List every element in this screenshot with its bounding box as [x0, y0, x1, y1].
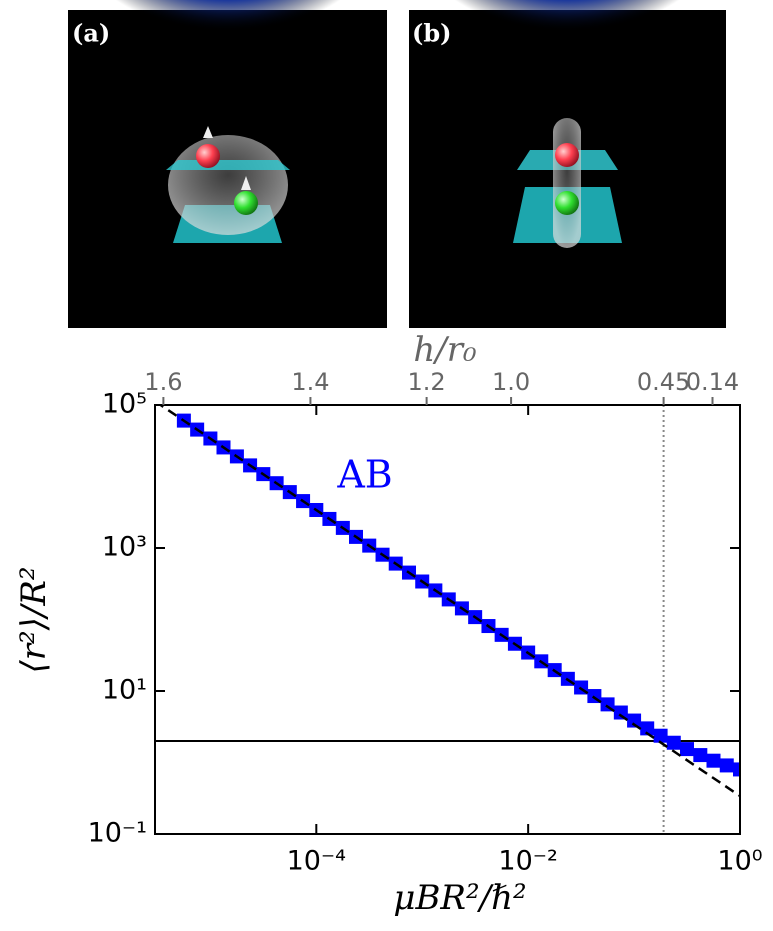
- plot-area: [155, 405, 740, 834]
- x-tick-label: 10⁰: [717, 846, 762, 877]
- x-axis-label: μBR²/ℏ²: [393, 878, 526, 918]
- fit-line: [158, 405, 740, 798]
- marker: [693, 748, 708, 763]
- marker: [640, 721, 655, 736]
- marker: [719, 758, 734, 773]
- x2-tick-label: 0.14: [686, 368, 739, 396]
- marker: [706, 753, 721, 768]
- y-tick-label: 10³: [102, 532, 147, 563]
- panel-b: (b): [409, 0, 726, 328]
- x2-tick-label: 1.6: [144, 368, 182, 396]
- x2-tick-label: 1.2: [408, 368, 446, 396]
- panel-a: (a): [68, 0, 387, 328]
- panel-label: (a): [72, 19, 110, 48]
- y-tick-label: 10⁻¹: [88, 818, 147, 849]
- panel-label: (b): [412, 19, 452, 48]
- marker: [733, 762, 740, 777]
- series-label: AB: [336, 453, 392, 497]
- plot-frame: [154, 404, 741, 835]
- marker: [653, 728, 668, 743]
- x2-tick-label: 0.45: [637, 368, 690, 396]
- x2-tick-label: 1.0: [492, 368, 530, 396]
- x2-tick-label: 1.4: [291, 368, 329, 396]
- x2-axis-label: h/r₀: [413, 330, 477, 370]
- x-tick-label: 10⁻⁴: [287, 846, 346, 877]
- marker: [613, 705, 628, 720]
- y-tick-label: 10⁵: [102, 389, 147, 420]
- marker: [680, 742, 695, 757]
- x-tick-label: 10⁻²: [498, 846, 557, 877]
- y-tick-label: 10¹: [102, 675, 147, 706]
- marker: [666, 735, 681, 750]
- y-axis-label: ⟨r²⟩/R²: [14, 566, 54, 673]
- marker: [627, 713, 642, 728]
